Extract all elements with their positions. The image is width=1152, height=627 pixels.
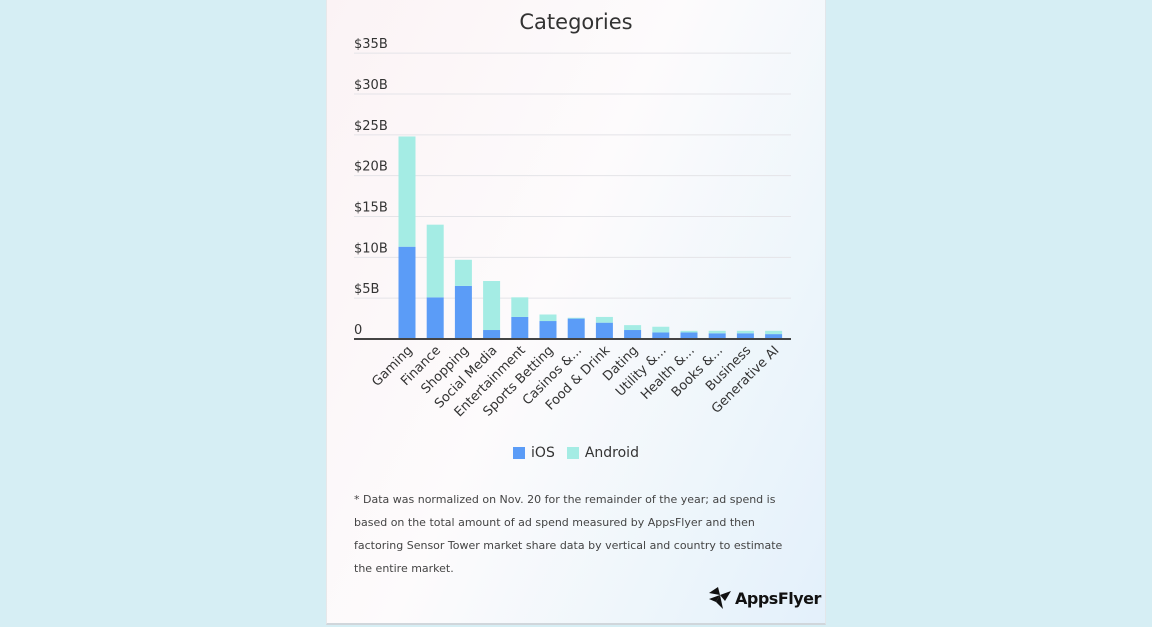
bar-android [398, 136, 416, 247]
legend-label-ios: iOS [531, 445, 555, 461]
bar-ios [708, 333, 726, 339]
y-tick-label: $20B [354, 160, 388, 175]
bar-ios [736, 333, 754, 339]
y-tick-label: $5B [354, 282, 379, 297]
bar-ios [539, 321, 557, 339]
appsflyer-logo-icon [709, 587, 731, 609]
bar-android [454, 259, 472, 286]
bar-ios [652, 332, 670, 339]
bar-ios [426, 297, 444, 339]
legend-swatch-android [566, 447, 579, 459]
legend-item-ios: iOS [513, 445, 555, 461]
bar-chart: 0$5B$10B$15B$20B$25B$30B$35BGamingFinanc… [354, 37, 791, 420]
y-tick-label: 0 [354, 323, 362, 338]
bar-ios [765, 334, 783, 339]
bar-ios [624, 330, 642, 339]
appsflyer-logo: AppsFlyer [707, 585, 821, 611]
bar-android [765, 330, 783, 335]
bar-ios [398, 246, 416, 339]
bar-ios [454, 285, 472, 339]
bar-android [483, 281, 501, 331]
y-tick-label: $35B [354, 37, 388, 52]
bar-android [511, 297, 529, 317]
legend-swatch-ios [513, 447, 526, 459]
bar-android [680, 330, 698, 333]
bar-android [567, 317, 585, 319]
bar-android [652, 326, 670, 333]
legend-item-android: Android [566, 445, 639, 461]
bar-android [426, 224, 444, 298]
bar-ios [511, 316, 529, 339]
bar-android [595, 316, 613, 323]
logo-text: AppsFlyer [735, 588, 821, 608]
chart-legend: iOS Android [327, 445, 825, 461]
chart-title: Categories [519, 10, 633, 34]
bar-ios [680, 332, 698, 339]
bar-android [624, 325, 642, 331]
y-tick-label: $25B [354, 119, 388, 134]
bar-android [736, 330, 754, 334]
y-tick-label: $30B [354, 78, 388, 93]
bar-ios [567, 318, 585, 339]
chart-card: Categories 0 $5B $10B $15B $20B $25B $30B $35B G… [326, 0, 826, 625]
legend-label-android: Android [584, 445, 639, 461]
bar-android [708, 330, 726, 334]
y-tick-label: $10B [354, 241, 388, 256]
y-tick-label: $15B [354, 201, 388, 216]
footnote: * Data was normalized on Nov. 20 for the… [354, 493, 783, 575]
bar-ios [595, 322, 613, 339]
bar-ios [483, 330, 501, 339]
bar-android [539, 314, 557, 322]
